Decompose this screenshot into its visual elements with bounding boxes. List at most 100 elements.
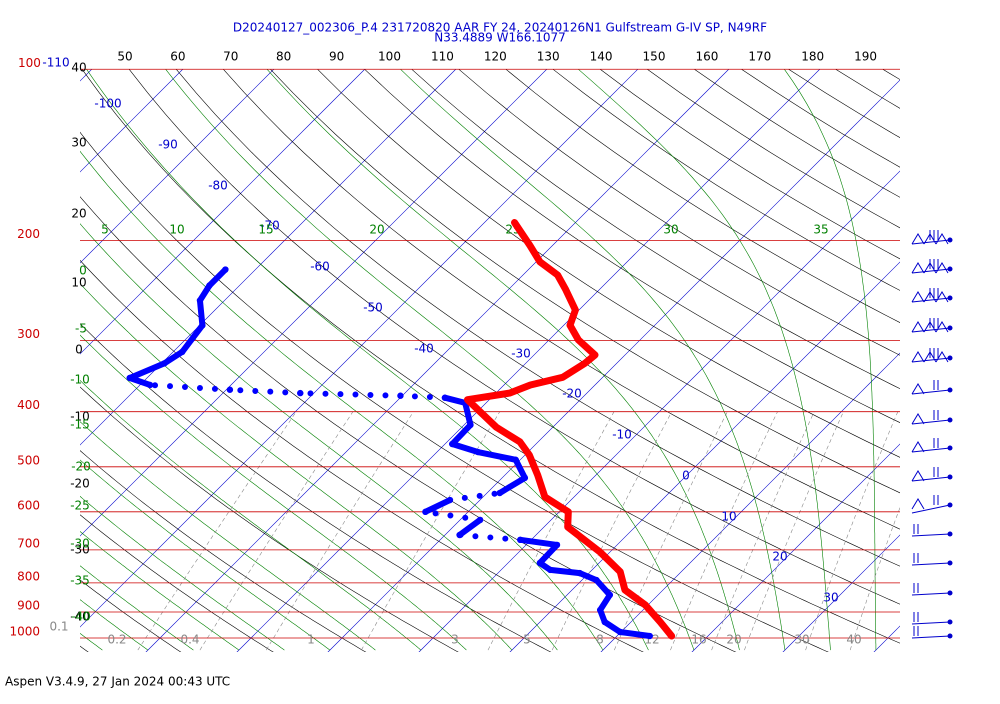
barb-dot bbox=[948, 532, 953, 537]
dry-adiabat-label: 80 bbox=[276, 50, 291, 64]
dry-adiabat-label: 170 bbox=[748, 50, 771, 64]
isotherm-label: -100 bbox=[94, 97, 121, 111]
dewpoint-segment bbox=[425, 500, 450, 512]
moist-adiabat bbox=[0, 69, 421, 650]
moist-adiabat-label: -25 bbox=[70, 499, 90, 513]
dewpoint-point bbox=[477, 517, 483, 523]
moist-adiabat-label: -15 bbox=[70, 418, 90, 432]
dry-adiabat bbox=[271, 69, 1000, 661]
barb-dot bbox=[948, 446, 953, 451]
dry-adiabat-label: 20 bbox=[71, 207, 86, 221]
dewpoint-segment bbox=[478, 452, 516, 460]
dewpoint-segment bbox=[620, 632, 650, 636]
pressure-label: 200 bbox=[17, 227, 40, 241]
moist-adiabat-label: -30 bbox=[70, 537, 90, 551]
dry-adiabat bbox=[0, 69, 756, 661]
dry-adiabat-label: 70 bbox=[223, 50, 238, 64]
moist-adiabat-label: 10 bbox=[169, 223, 184, 237]
pressure-label: 800 bbox=[17, 569, 40, 583]
barb-dot bbox=[948, 356, 953, 361]
barb-staff bbox=[912, 563, 950, 565]
dewpoint-point bbox=[197, 297, 203, 303]
dewpoint-point bbox=[442, 395, 448, 401]
moist-adiabat bbox=[0, 69, 148, 650]
mixing-ratio-label: 1 bbox=[307, 633, 315, 647]
dewpoint-point bbox=[647, 633, 653, 639]
dry-adiabat bbox=[0, 69, 382, 661]
barb-dot bbox=[948, 418, 953, 423]
barb-staff bbox=[912, 269, 950, 273]
dewpoint-segment bbox=[450, 493, 500, 500]
mixing-ratio-line bbox=[138, 412, 296, 650]
isotherm-label: -20 bbox=[562, 387, 582, 401]
moist-adiabat bbox=[0, 69, 102, 650]
dewpoint-segment bbox=[550, 570, 580, 573]
mixing-ratio-label: 40 bbox=[846, 633, 861, 647]
dewpoint-point bbox=[449, 441, 455, 447]
dewpoint-point bbox=[147, 382, 153, 388]
moist-adiabat-label: -5 bbox=[75, 322, 87, 336]
dry-adiabat bbox=[459, 69, 1000, 661]
dewpoint-point bbox=[577, 570, 583, 576]
dewpoint-point bbox=[127, 375, 133, 381]
dry-adiabat-label: 10 bbox=[71, 276, 86, 290]
barb-staff bbox=[912, 448, 950, 452]
pressure-label: 300 bbox=[17, 327, 40, 341]
isotherm bbox=[0, 57, 13, 662]
barb-dot bbox=[948, 634, 953, 639]
dewpoint-segment bbox=[130, 363, 165, 378]
dry-adiabat bbox=[930, 69, 1000, 661]
dewpoint-segment bbox=[200, 300, 202, 325]
barb-staff bbox=[912, 390, 950, 394]
dry-adiabat-label: 150 bbox=[643, 50, 666, 64]
barb-dot bbox=[948, 296, 953, 301]
isotherm-label: 20 bbox=[772, 550, 787, 564]
dry-adiabat bbox=[977, 69, 1000, 661]
barb-staff bbox=[912, 622, 950, 624]
moist-adiabat-label: -40 bbox=[71, 610, 91, 624]
dewpoint-point bbox=[537, 560, 543, 566]
dewpoint-point bbox=[597, 607, 603, 613]
mixing-ratio-line bbox=[488, 412, 614, 650]
dry-adiabat-label: 40 bbox=[71, 61, 86, 75]
foreground: 1002003004005006007008009001000-110-100-… bbox=[9, 50, 900, 647]
isotherm bbox=[864, 57, 1000, 662]
dry-adiabat-label: 120 bbox=[484, 50, 507, 64]
mixing-ratio-line bbox=[266, 412, 413, 650]
mixing-ratio-line bbox=[806, 412, 898, 650]
dewpoint-point bbox=[475, 449, 481, 455]
pressure-label: 500 bbox=[17, 453, 40, 467]
barb-staff bbox=[912, 328, 950, 332]
barb-staff bbox=[912, 240, 950, 244]
dewpoint-point bbox=[601, 619, 607, 625]
background-lines bbox=[0, 57, 1000, 662]
barb-dot bbox=[948, 238, 953, 243]
barb-dot bbox=[948, 267, 953, 272]
mixing-ratio-line bbox=[361, 412, 499, 650]
moist-adiabat bbox=[784, 69, 876, 650]
dewpoint-point bbox=[222, 266, 228, 272]
barb-dot bbox=[948, 561, 953, 566]
pressure-label: 400 bbox=[17, 398, 40, 412]
isotherm-label: -30 bbox=[511, 347, 531, 361]
dewpoint-segment bbox=[452, 444, 478, 452]
isotherm bbox=[136, 57, 741, 662]
dewpoint-segment bbox=[460, 535, 521, 540]
dewpoint-point bbox=[547, 567, 553, 573]
dewpoint-point bbox=[522, 475, 528, 481]
barb-dot bbox=[948, 503, 953, 508]
moist-adiabat-label: -10 bbox=[70, 373, 90, 387]
dewpoint-point bbox=[497, 490, 503, 496]
dewpoint-point bbox=[161, 360, 167, 366]
dry-adiabat-label: -20 bbox=[70, 477, 90, 491]
dry-adiabat-label: 160 bbox=[695, 50, 718, 64]
dewpoint-segment bbox=[460, 520, 481, 535]
dry-adiabat-label: 60 bbox=[170, 50, 185, 64]
moist-adiabat bbox=[0, 69, 557, 650]
isotherm bbox=[773, 57, 1000, 662]
dewpoint-point bbox=[617, 629, 623, 635]
dewpoint-point bbox=[227, 387, 233, 393]
moist-adiabat-label: 35 bbox=[813, 223, 828, 237]
moist-adiabat-label: 30 bbox=[663, 223, 678, 237]
